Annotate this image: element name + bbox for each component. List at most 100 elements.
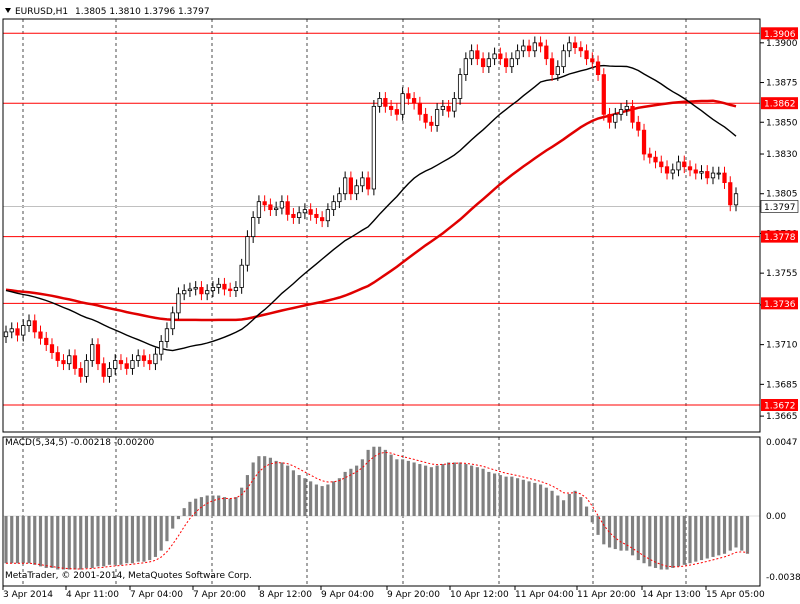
macd-bar	[107, 516, 112, 565]
macd-bar	[222, 497, 227, 516]
candle-body	[314, 213, 319, 218]
level-label-box	[761, 297, 798, 310]
macd-bar	[182, 508, 186, 516]
dropdown-triangle-icon[interactable]	[5, 8, 11, 13]
macd-bar	[73, 516, 77, 570]
candle-body	[538, 42, 543, 47]
x-tick-label: 9 Apr 04:00	[321, 590, 374, 600]
macd-bar	[79, 516, 83, 570]
candle-body	[584, 50, 589, 60]
candle-body	[503, 58, 509, 68]
macd-bar	[21, 516, 25, 564]
macd-bar	[648, 516, 652, 567]
grid	[22, 19, 687, 586]
candle-body	[434, 109, 440, 126]
candle-body	[182, 290, 187, 295]
macd-bar	[504, 476, 508, 516]
candle-body	[498, 53, 503, 60]
level-label-box	[761, 398, 798, 411]
macd-bar	[320, 486, 324, 516]
candle-body	[492, 53, 497, 60]
candle-body	[636, 121, 641, 131]
candle-body	[561, 50, 566, 68]
candle-body	[452, 98, 457, 112]
macd-bar	[659, 516, 663, 570]
macd-bar	[596, 516, 600, 535]
macd-bar	[538, 484, 543, 516]
candle-body	[383, 98, 388, 107]
candle-body	[9, 328, 14, 333]
copyright-text: MetaTrader, © 2001-2014, MetaQuotes Soft…	[5, 571, 252, 581]
candle-body	[664, 166, 670, 174]
level-label: 1.3862	[764, 100, 796, 110]
candle-body	[239, 264, 244, 288]
candle-body	[630, 105, 635, 123]
candle-body	[159, 341, 164, 355]
macd-bar	[653, 516, 658, 568]
x-tick-label: 7 Apr 04:00	[130, 590, 183, 600]
macd-bar	[148, 516, 152, 561]
macd-bar	[61, 516, 66, 570]
candle-body	[107, 368, 112, 377]
candle-body	[222, 283, 227, 290]
macd-bar	[257, 456, 261, 516]
candle-body	[285, 201, 290, 215]
macd-bar	[96, 516, 100, 567]
x-tick-label: 8 Apr 12:00	[259, 590, 312, 600]
y-tick-label: 1.3755	[766, 269, 798, 279]
macd-panel	[3, 446, 760, 570]
macd-bar	[171, 516, 175, 529]
macd-bar	[280, 462, 284, 516]
macd-bar	[263, 456, 267, 516]
macd-bar	[395, 459, 399, 516]
candle-body	[210, 287, 216, 292]
macd-bar	[291, 470, 295, 516]
x-tick-label: 15 Apr 05:00	[706, 590, 765, 600]
macd-bar	[613, 516, 617, 550]
y-tick-label: 1.3805	[766, 190, 798, 200]
candle-body	[578, 47, 583, 52]
candle-body	[337, 193, 342, 203]
macd-bar	[130, 516, 135, 564]
candle-body	[61, 360, 66, 365]
ma-slow-line	[5, 64, 737, 352]
macd-bar	[688, 516, 692, 564]
macd-bar	[27, 516, 31, 564]
macd-bar	[401, 459, 405, 516]
candle-body	[84, 360, 89, 377]
candle-body	[199, 287, 204, 295]
level-label: 1.3778	[764, 233, 796, 243]
macd-label: MACD(5,34,5) -0.00218 -0.00200	[5, 438, 155, 448]
macd-bar	[579, 497, 583, 516]
candle-body	[3, 331, 9, 338]
macd-bar	[205, 495, 209, 516]
candle-body	[360, 177, 365, 187]
candle-body	[572, 42, 578, 48]
macd-bar	[228, 498, 232, 516]
y-tick-label: 1.3665	[766, 412, 798, 422]
x-tick-label: 11 Apr 20:00	[577, 590, 636, 600]
macd-bar	[671, 516, 675, 568]
candle-body	[515, 50, 520, 60]
candle-body	[388, 105, 394, 110]
candle-body	[722, 172, 727, 184]
macd-bar	[165, 516, 169, 542]
macd-bar	[556, 495, 560, 516]
candle-body	[705, 171, 710, 179]
macd-bar	[326, 484, 330, 516]
candle-body	[555, 66, 560, 75]
price-labels: 1.3906 1.3862 1.3778 1.3736 1.3672 1.3797	[760, 27, 799, 411]
y-tick-label: 1.3900	[766, 39, 798, 49]
macd-bar	[625, 516, 629, 551]
macd-bar	[268, 457, 272, 516]
candle-body	[532, 42, 537, 52]
candle-body	[457, 74, 463, 99]
x-tick-label: 3 Apr 2014	[3, 590, 53, 600]
candle-body	[268, 204, 273, 211]
candle-body	[687, 166, 693, 171]
macd-bar	[297, 475, 301, 516]
candle-body	[279, 201, 285, 209]
candle-body	[590, 58, 595, 63]
candle-body	[733, 193, 739, 206]
